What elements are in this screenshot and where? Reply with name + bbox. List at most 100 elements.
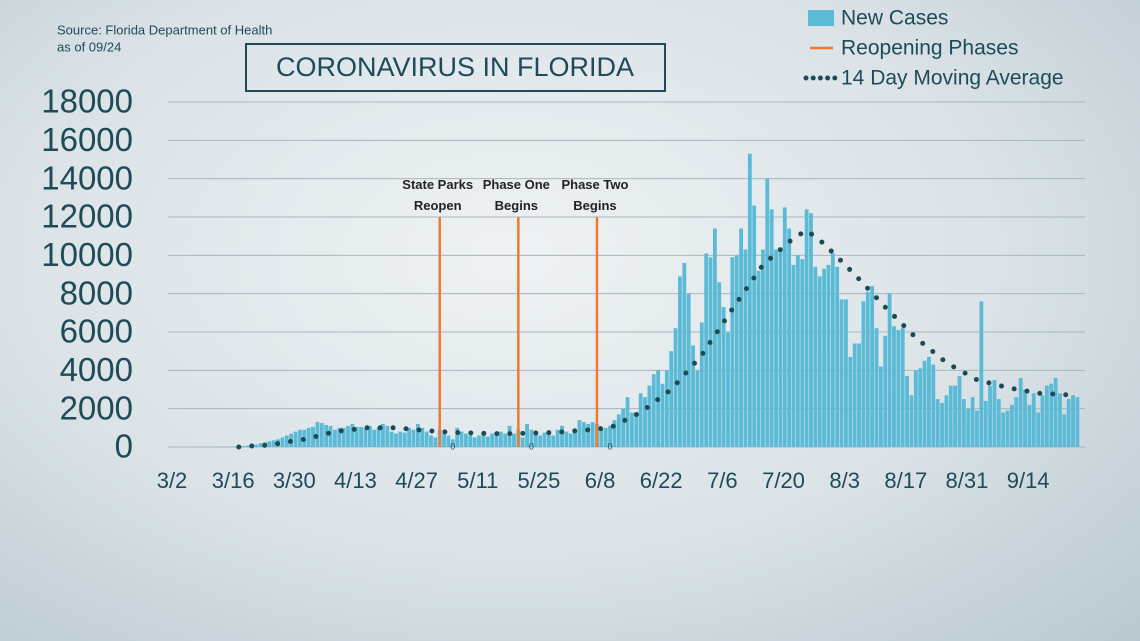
bar <box>1014 397 1019 447</box>
bar <box>468 435 473 447</box>
x-tick-label: 3/16 <box>212 468 255 493</box>
bar <box>857 343 861 447</box>
bar <box>634 414 639 447</box>
bar <box>512 433 516 447</box>
bar <box>900 328 905 447</box>
bar <box>957 376 962 447</box>
bar <box>935 399 940 447</box>
bar <box>485 436 490 447</box>
bar <box>905 376 909 447</box>
bar <box>830 253 835 447</box>
bar <box>883 335 888 447</box>
x-tick-label: 7/6 <box>707 468 738 493</box>
bar <box>625 397 630 447</box>
title-box <box>245 43 666 92</box>
bar <box>870 286 875 447</box>
x-tick-label: 3/30 <box>273 468 316 493</box>
x-tick-label: 4/27 <box>395 468 438 493</box>
bar <box>1023 389 1027 447</box>
x-tick-label: 8/17 <box>884 468 927 493</box>
bar <box>669 351 674 447</box>
bar <box>477 435 481 447</box>
bar <box>542 432 547 447</box>
source-date: as of 09/24 <box>57 39 121 54</box>
x-tick-label: 8/3 <box>829 468 860 493</box>
bar <box>909 395 914 447</box>
bar <box>822 268 826 447</box>
bar <box>498 431 503 447</box>
bar <box>407 427 412 447</box>
y-tick-label: 14000 <box>41 159 133 196</box>
bar <box>372 429 377 447</box>
bar <box>577 420 582 447</box>
bar <box>922 360 927 447</box>
bar <box>363 427 368 447</box>
bar <box>809 213 813 447</box>
bar <box>726 332 730 447</box>
bar <box>844 299 848 447</box>
bar <box>643 397 647 447</box>
bar <box>660 383 665 447</box>
bar <box>254 444 259 447</box>
bar <box>892 326 896 447</box>
y-tick-label: 10000 <box>41 236 133 273</box>
bar <box>306 427 311 447</box>
bar <box>717 282 722 447</box>
bar <box>817 276 822 447</box>
y-tick-label: 0 <box>115 428 133 465</box>
bar <box>616 414 621 447</box>
bar <box>988 385 992 447</box>
bar <box>586 424 591 447</box>
bar <box>861 301 866 447</box>
bar <box>927 356 931 447</box>
bar <box>743 249 748 447</box>
phase-label: State Parks Reopen <box>402 177 474 213</box>
bar <box>608 425 612 447</box>
bar <box>394 433 398 447</box>
bar <box>778 247 783 447</box>
bar <box>826 264 831 447</box>
bar <box>887 293 892 447</box>
bar <box>940 402 944 447</box>
bar <box>699 322 704 447</box>
bar <box>734 255 739 447</box>
bar <box>603 427 608 447</box>
bar <box>896 330 901 447</box>
bar <box>612 420 617 447</box>
bar <box>878 366 883 447</box>
bar <box>1010 404 1014 447</box>
phase-label: Phase One Begins <box>482 177 550 213</box>
bar <box>367 425 372 447</box>
x-tick-label: 6/22 <box>640 468 683 493</box>
bar <box>839 299 844 447</box>
bar <box>752 205 757 447</box>
bar <box>848 356 853 447</box>
legend-label: Reopening Phases <box>841 37 1018 60</box>
bar <box>865 291 870 447</box>
bar <box>350 424 355 447</box>
legend-label: 14 Day Moving Average <box>841 67 1064 90</box>
bar <box>996 399 1001 447</box>
bar <box>756 270 761 447</box>
bar <box>739 228 744 447</box>
bar <box>381 424 385 447</box>
x-tick-label: 9/14 <box>1007 468 1050 493</box>
chart-title: CORONAVIRUS IN FLORIDA <box>276 52 634 82</box>
bar <box>590 422 595 447</box>
bar <box>678 276 682 447</box>
bar <box>429 435 433 447</box>
bar <box>298 429 302 447</box>
bar <box>267 441 272 447</box>
bar <box>782 207 787 447</box>
bar <box>1040 395 1045 447</box>
x-tick-label: 3/2 <box>157 468 188 493</box>
bar <box>730 257 735 447</box>
bar <box>424 431 429 447</box>
bar <box>795 255 800 447</box>
phase-base-label: 0 <box>607 441 612 451</box>
bar <box>385 425 390 447</box>
bar <box>673 328 678 447</box>
bar <box>271 440 276 447</box>
bar <box>446 435 451 447</box>
